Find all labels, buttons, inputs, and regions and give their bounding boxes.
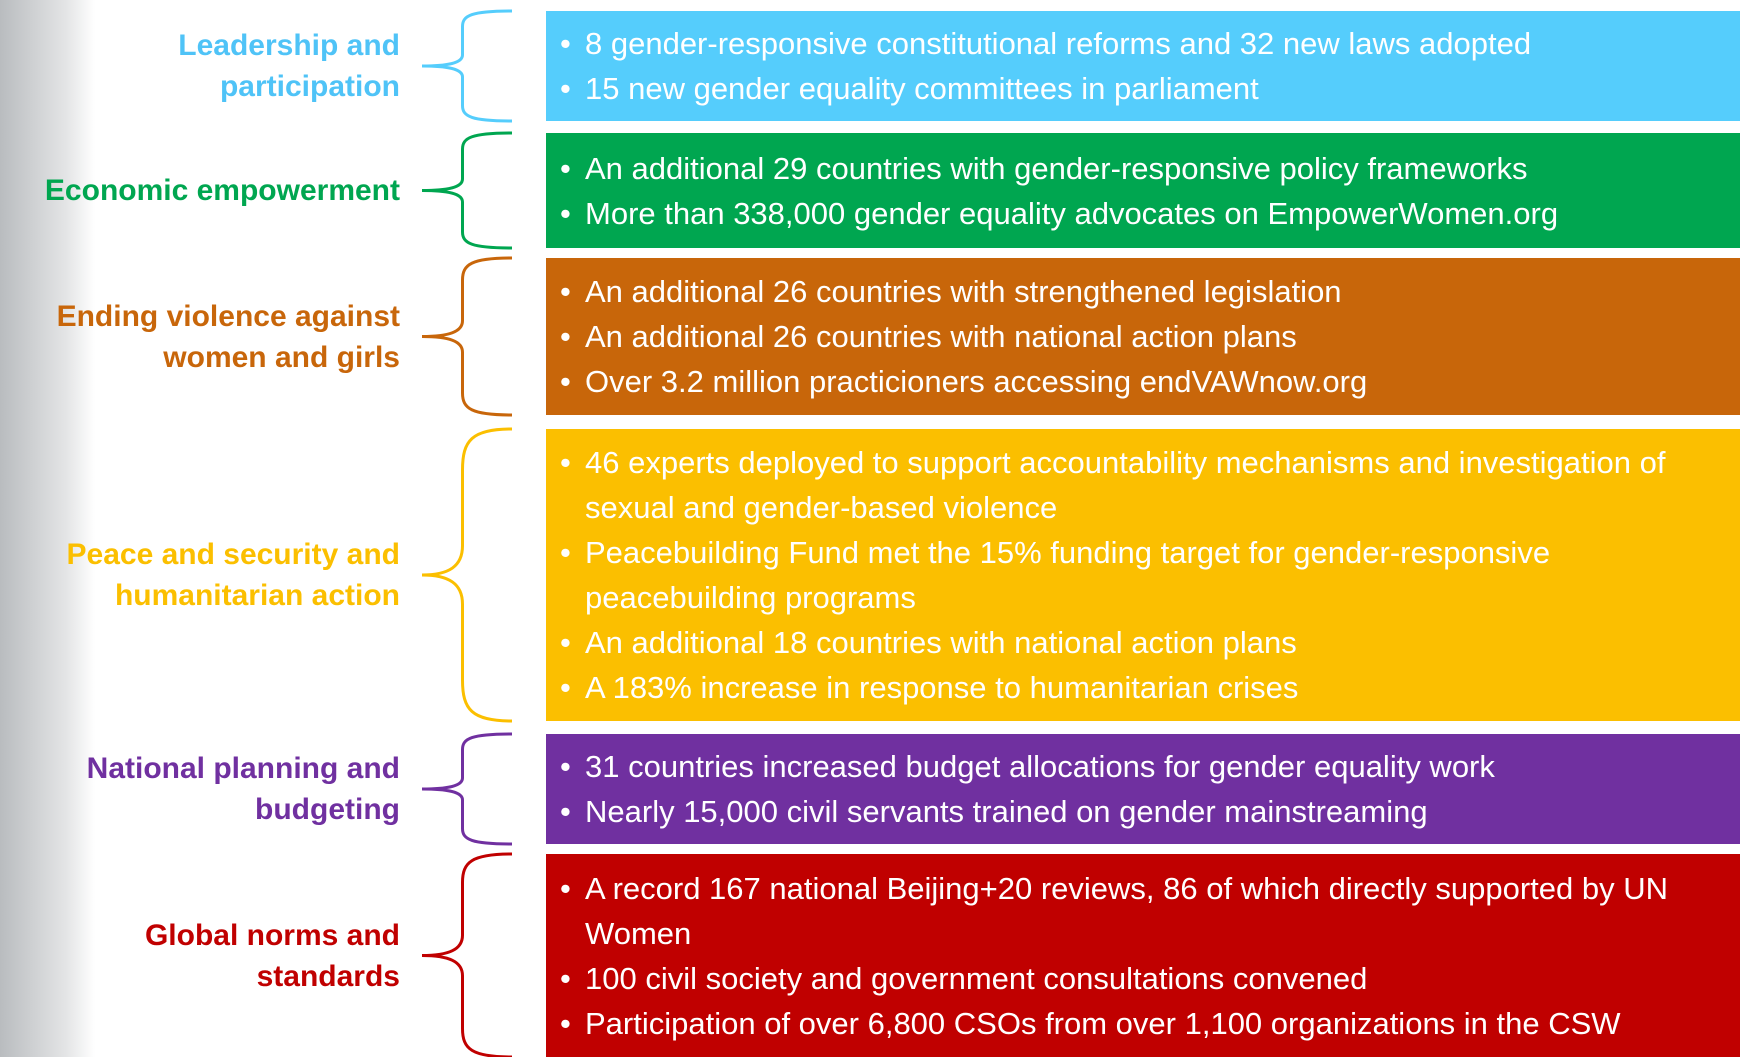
brace: [422, 11, 512, 121]
bullet-item: 15 new gender equality committees in par…: [560, 66, 1726, 111]
brace-line: [422, 854, 512, 1057]
section-box: 31 countries increased budget allocation…: [546, 734, 1740, 844]
section: Ending violence against women and girls A…: [0, 258, 1744, 415]
bullet-item: 100 civil society and government consult…: [560, 956, 1726, 1001]
section: Global norms and standards A record 167 n…: [0, 854, 1744, 1057]
bullet-item: 46 experts deployed to support accountab…: [560, 440, 1726, 530]
bullet-item: An additional 29 countries with gender-r…: [560, 146, 1726, 191]
section: National planning and budgeting 31 countr…: [0, 734, 1744, 844]
brace-line: [422, 258, 512, 415]
brace: [422, 734, 512, 844]
section: Economic empowerment An additional 29 cou…: [0, 133, 1744, 248]
side-strip: [0, 0, 95, 1057]
bullet-item: A 183% increase in response to humanitar…: [560, 665, 1726, 710]
section-label: Peace and security and humanitarian acti…: [66, 538, 401, 612]
bullet-item: Participation of over 6,800 CSOs from ov…: [560, 1001, 1726, 1046]
section-box: 8 gender-responsive constitutional refor…: [546, 11, 1740, 121]
bullet-item: More than 338,000 gender equality advoca…: [560, 191, 1726, 236]
bullet-item: An additional 26 countries with national…: [560, 314, 1726, 359]
brace: [422, 854, 512, 1057]
bullet-item: A record 167 national Beijing+20 reviews…: [560, 866, 1726, 956]
brace: [422, 258, 512, 415]
brace-line: [422, 429, 512, 721]
section-box: An additional 29 countries with gender-r…: [546, 133, 1740, 248]
section-box: A record 167 national Beijing+20 reviews…: [546, 854, 1740, 1057]
section: Leadership and participation 8 gender-res…: [0, 11, 1744, 121]
bullet-item: An additional 26 countries with strength…: [560, 269, 1726, 314]
section-label: Global norms and standards: [144, 918, 400, 993]
bullet-item: Over 3.2 million practicioners accessing…: [560, 359, 1726, 404]
bullet-item: Peacebuilding Fund met the 15% funding t…: [560, 530, 1726, 620]
brace: [422, 133, 512, 248]
section: Peace and security and humanitarian acti…: [0, 429, 1744, 721]
brace-line: [422, 11, 512, 121]
section-label: Leadership and participation: [178, 29, 400, 103]
bullet-item: 31 countries increased budget allocation…: [560, 744, 1726, 789]
brace: [422, 429, 512, 721]
section-box: An additional 26 countries with strength…: [546, 258, 1740, 415]
section-label: Ending violence against women and girls: [56, 299, 400, 374]
section-box: 46 experts deployed to support accountab…: [546, 429, 1740, 721]
bullet-item: An additional 18 countries with national…: [560, 620, 1726, 665]
section-label: National planning and budgeting: [86, 752, 400, 826]
section-label: Economic empowerment: [44, 174, 400, 207]
brace-line: [422, 734, 512, 844]
bullet-item: 8 gender-responsive constitutional refor…: [560, 21, 1726, 66]
brace-line: [422, 133, 512, 248]
bullet-item: Nearly 15,000 civil servants trained on …: [560, 789, 1726, 834]
